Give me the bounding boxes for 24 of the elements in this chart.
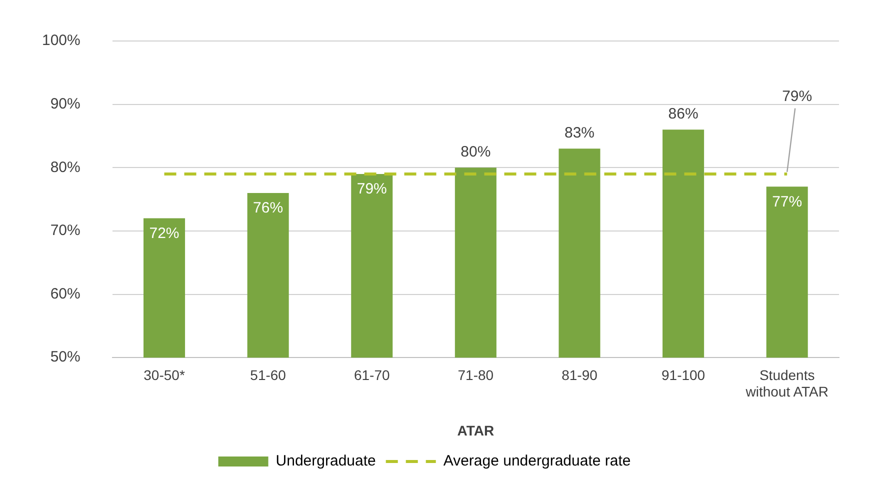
x-tick-label: 91-100 xyxy=(661,366,706,383)
x-tick-label: 30-50* xyxy=(144,366,186,383)
data-label: 83% xyxy=(564,124,595,142)
data-label: 72% xyxy=(149,224,180,242)
y-tick-label: 70% xyxy=(50,222,80,240)
data-label: 80% xyxy=(460,143,491,160)
y-tick-label: 50% xyxy=(50,348,80,366)
legend-label: Average undergraduate rate xyxy=(443,452,631,470)
legend-label: Undergraduate xyxy=(276,452,376,470)
y-tick-label: 80% xyxy=(50,158,80,176)
data-label: 79% xyxy=(782,88,812,105)
x-tick-label: Students without ATAR xyxy=(744,366,828,400)
x-tick-label: 61-70 xyxy=(354,366,390,383)
y-tick-label: 90% xyxy=(50,95,80,112)
x-tick-label: 51-60 xyxy=(250,366,286,383)
data-label: 77% xyxy=(772,193,802,210)
x-axis-title: ATAR xyxy=(457,422,494,438)
data-label: 76% xyxy=(253,200,284,217)
y-tick-label: 100% xyxy=(42,32,80,50)
data-label: 86% xyxy=(668,105,698,122)
data-label: 79% xyxy=(356,180,387,198)
x-tick-label: 71-80 xyxy=(458,366,494,383)
y-tick-label: 60% xyxy=(50,285,80,302)
x-tick-label: 81-90 xyxy=(562,366,598,383)
